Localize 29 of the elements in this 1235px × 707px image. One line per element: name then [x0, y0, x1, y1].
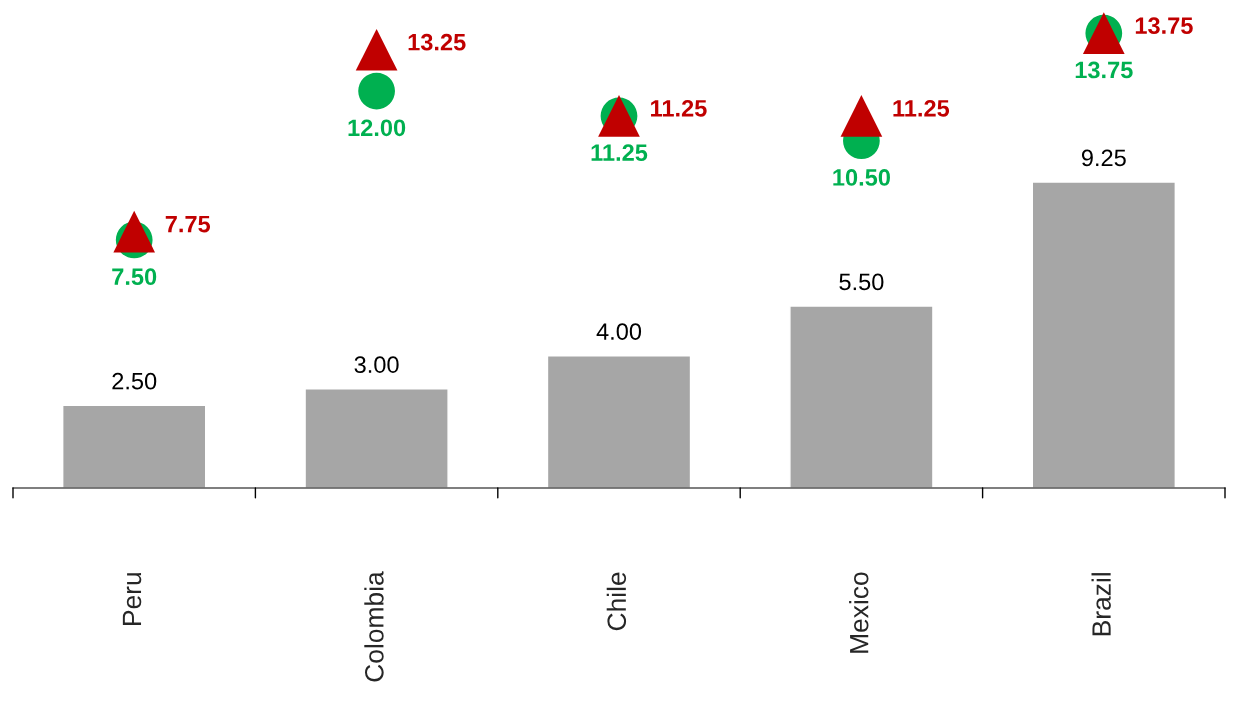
- data-label: 13.25: [408, 33, 466, 51]
- data-label: 7.50: [112, 268, 157, 286]
- x-tick-label: Peru: [122, 573, 142, 625]
- data-label: 13.75: [1135, 17, 1193, 35]
- point: [840, 95, 883, 137]
- data-label: 12.00: [348, 119, 406, 137]
- bar: [61, 404, 207, 488]
- point: [358, 72, 395, 110]
- x-tick-label: Chile: [606, 572, 627, 631]
- x-tick-label: Mexico: [849, 572, 869, 653]
- bar: [789, 305, 934, 488]
- data-label: 11.25: [893, 99, 950, 117]
- data-label: 7.75: [165, 215, 211, 233]
- x-tick-label: Brazil: [1091, 573, 1111, 636]
- data-label: 5.50: [839, 273, 884, 291]
- data-label: 9.25: [1081, 149, 1126, 167]
- bar: [304, 388, 449, 488]
- data-label: 3.00: [354, 356, 399, 373]
- data-label: 11.25: [651, 99, 707, 117]
- bar: [546, 354, 692, 488]
- point: [113, 210, 156, 253]
- x-tick-label: Colombia: [364, 571, 384, 682]
- bar: [1031, 181, 1177, 488]
- data-label: 4.00: [596, 323, 642, 340]
- data-label: 11.25: [591, 144, 648, 162]
- point: [355, 28, 398, 71]
- data-label: 13.75: [1075, 61, 1133, 79]
- data-label: 10.50: [833, 169, 890, 186]
- data-label: 2.50: [112, 372, 157, 390]
